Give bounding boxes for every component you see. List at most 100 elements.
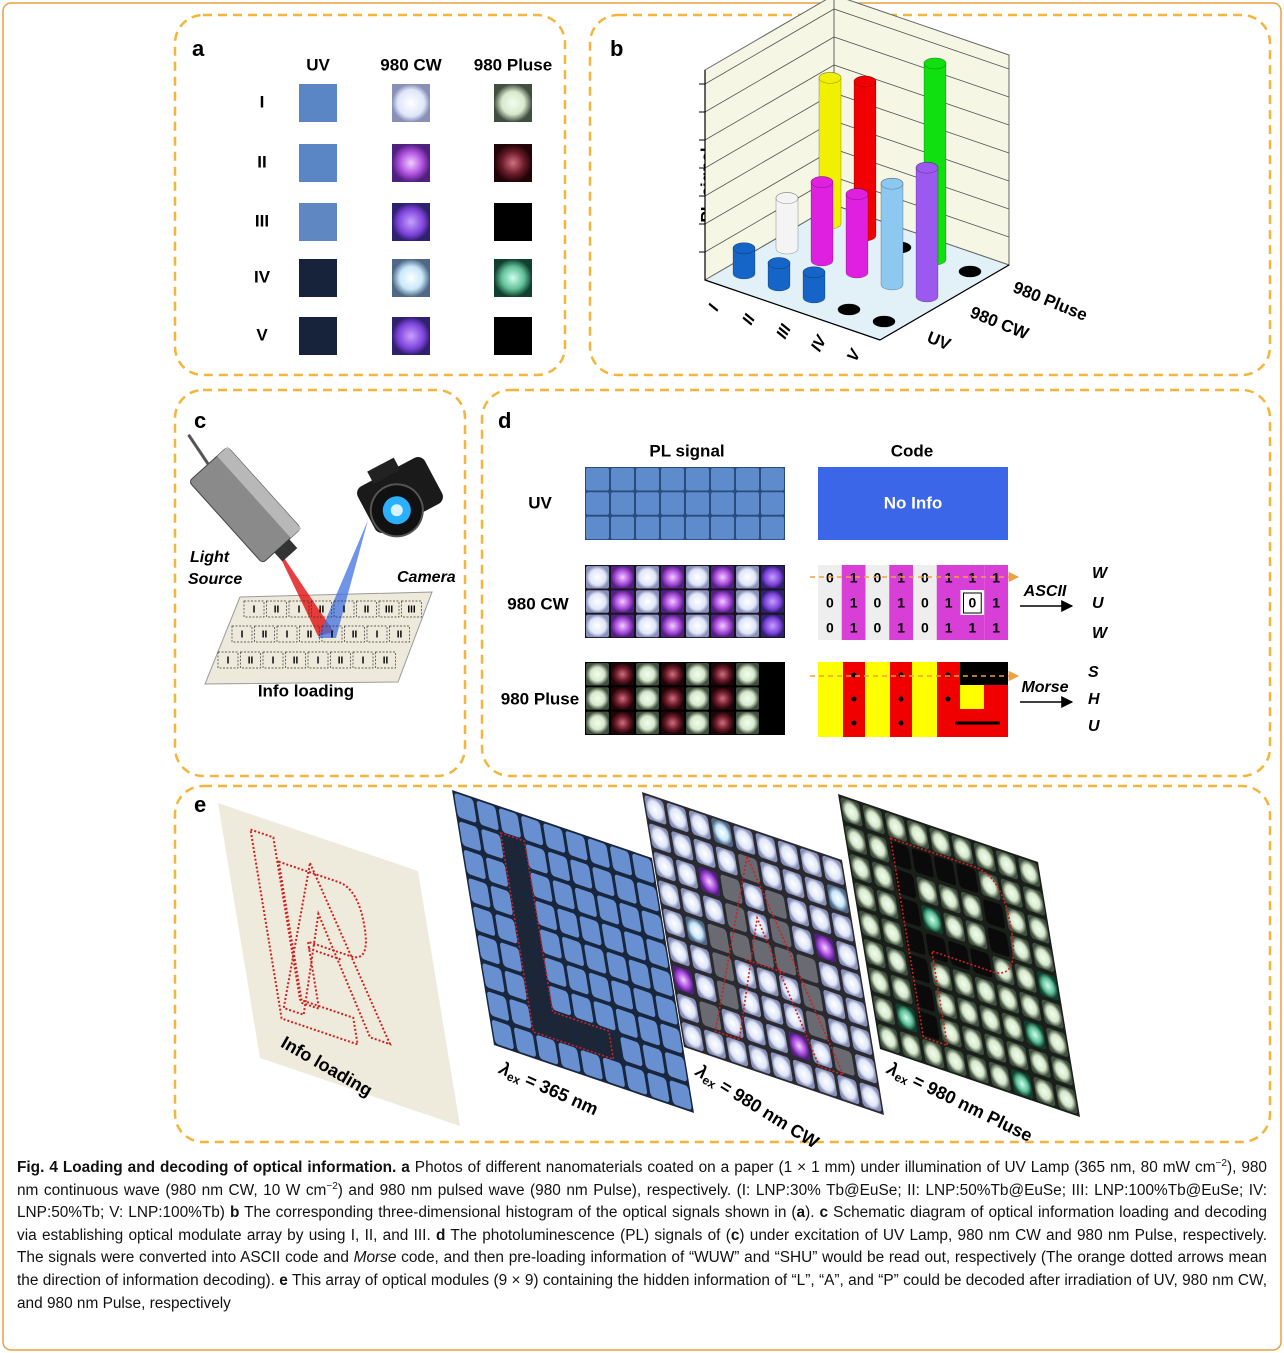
sample-photo <box>392 84 430 122</box>
signal-cell <box>761 590 784 613</box>
caption-title: Fig. 4 Loading and decoding of optical i… <box>17 1159 396 1176</box>
row-label: I <box>260 92 265 111</box>
signal-cell <box>761 517 784 540</box>
caption-text: The photoluminescence (PL) signals of ( <box>445 1227 730 1244</box>
panel-label: c <box>194 408 206 433</box>
code-bit: 0 <box>826 595 834 611</box>
signal-cell <box>586 590 609 613</box>
caption-ref: a <box>797 1204 806 1221</box>
signal-cell <box>611 566 634 589</box>
code-bit: 0 <box>968 595 976 611</box>
bar-top <box>819 72 841 83</box>
signal-cell <box>661 492 684 515</box>
signal-cell <box>586 468 609 491</box>
signal-cell <box>761 663 784 686</box>
sample-photo <box>392 144 430 182</box>
signal-cell <box>711 663 734 686</box>
caption-ref: b <box>230 1204 239 1221</box>
signal-cell <box>736 687 759 710</box>
signal-cell <box>586 615 609 638</box>
bar-top <box>768 258 790 269</box>
bar-top <box>959 266 981 277</box>
signal-cell <box>636 492 659 515</box>
signal-cell <box>711 517 734 540</box>
signal-cell <box>711 590 734 613</box>
code-bit: 0 <box>921 620 929 636</box>
paper-cell-label: I <box>253 605 256 616</box>
paper-cell-label: III <box>407 605 416 616</box>
signal-cell <box>686 687 709 710</box>
morse-label: Morse <box>1021 679 1068 696</box>
paper-cell-label: III <box>385 605 394 616</box>
code-bit: 0 <box>873 620 881 636</box>
x-tick-label: V <box>844 346 865 365</box>
code-bit: 1 <box>897 620 905 636</box>
bar-top <box>873 316 895 327</box>
light-source-label: Source <box>188 571 242 588</box>
code-bit: 1 <box>897 595 905 611</box>
signal-cell <box>586 492 609 515</box>
signal-cell <box>661 517 684 540</box>
row-label: II <box>257 152 266 171</box>
page: Fig. 4 html, body { margin: 0; padding: … <box>0 0 1284 1353</box>
signal-cell <box>736 566 759 589</box>
code-bit: 1 <box>945 595 953 611</box>
x-tick-label: III <box>774 322 796 342</box>
panel-a: UV980 CW980 PluseIIIIIIIVV <box>254 55 552 355</box>
sample-photo <box>299 317 337 355</box>
legend-label: 980 CW <box>967 303 1032 344</box>
paper-cell-label: II <box>319 605 325 616</box>
sample-photo <box>494 203 532 241</box>
figure: a b c d e UV980 CW980 PluseIIIIIIIVV PL … <box>0 0 1284 1353</box>
signal-cell <box>686 663 709 686</box>
signal-cell <box>611 663 634 686</box>
sample-photo <box>392 317 430 355</box>
row-label: UV <box>528 493 552 512</box>
sample-photo <box>392 259 430 297</box>
signal-cell <box>736 590 759 613</box>
panel-d: PL signal Code UV 980 CW 980 Pluse No In… <box>501 441 1109 737</box>
signal-cell <box>611 687 634 710</box>
signal-cell <box>586 663 609 686</box>
decoded-letter: H <box>1088 691 1100 708</box>
row-label: 980 Pluse <box>501 689 579 708</box>
signal-cell <box>761 492 784 515</box>
decoded-letter: U <box>1088 718 1100 735</box>
signal-cell <box>736 468 759 491</box>
morse-dot <box>852 697 857 702</box>
signal-cell <box>711 687 734 710</box>
paper-cell-label: II <box>274 605 280 616</box>
bar-top <box>846 189 868 200</box>
legend-label: UV <box>924 328 954 355</box>
bar <box>881 178 903 290</box>
decoded-letter: U <box>1092 595 1104 612</box>
signal-cell <box>661 687 684 710</box>
morse-dot <box>852 721 857 726</box>
bar-top <box>776 193 798 204</box>
legend-label: 980 Pluse <box>1010 278 1090 325</box>
signal-cell <box>736 615 759 638</box>
caption-text: Photos of different nanomaterials coated… <box>410 1159 1216 1176</box>
signal-cell <box>586 566 609 589</box>
row-label: III <box>255 211 269 230</box>
paper-cell-label: II <box>397 630 403 641</box>
caption: Fig. 4 Loading and decoding of optical i… <box>17 1157 1267 1315</box>
paper-cell-label: II <box>262 630 268 641</box>
decoded-letter: W <box>1092 625 1109 642</box>
caption-ref: c <box>820 1204 829 1221</box>
caption-text: ). <box>805 1204 814 1221</box>
signal-cell <box>636 517 659 540</box>
bar-top <box>854 76 876 87</box>
column-header: 980 CW <box>380 55 442 74</box>
signal-cell <box>636 712 659 735</box>
paper-cell-label: II <box>352 630 358 641</box>
row-label: V <box>256 325 268 344</box>
signal-cell <box>686 615 709 638</box>
column-header: PL signal <box>649 441 724 460</box>
signal-cell <box>686 590 709 613</box>
code-bit: 1 <box>945 620 953 636</box>
paper-cell-label: II <box>338 656 344 667</box>
bar-top <box>811 177 833 188</box>
signal-cell <box>611 712 634 735</box>
caption-sup: −2 <box>1216 1158 1227 1169</box>
